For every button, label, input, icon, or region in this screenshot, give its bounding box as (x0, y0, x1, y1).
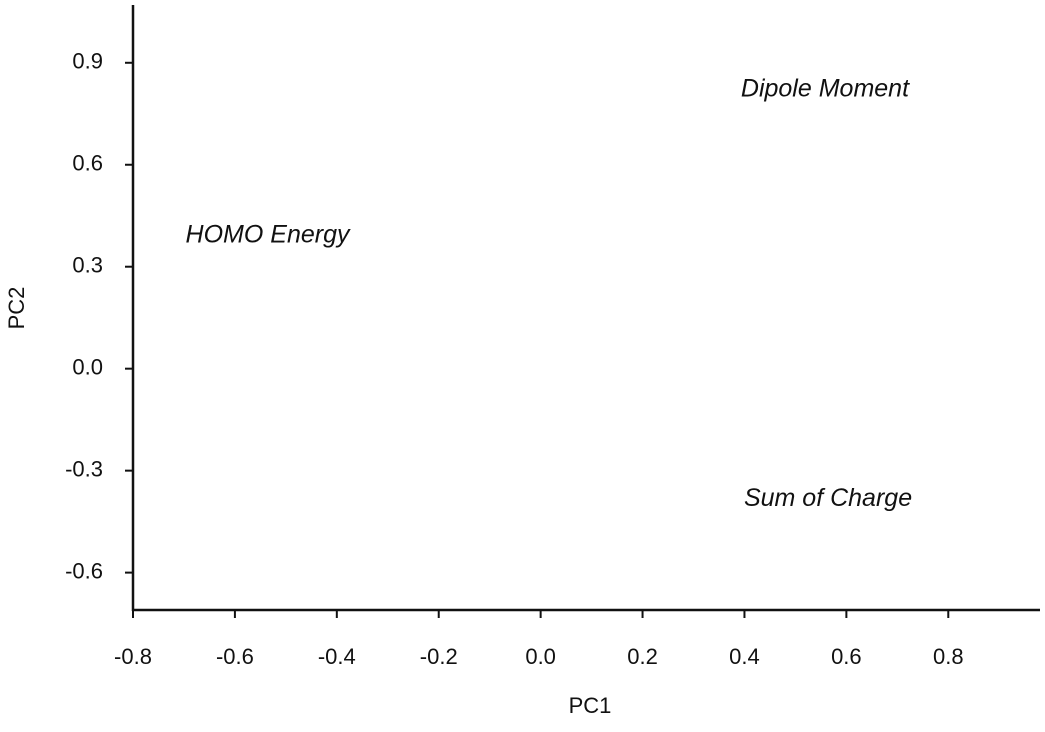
y-tick-label: 0.3 (72, 253, 103, 278)
x-tick-label: -0.2 (420, 644, 458, 669)
y-axis-label: PC2 (4, 287, 29, 330)
point-label: Sum of Charge (744, 484, 912, 512)
x-tick-label: -0.6 (216, 644, 254, 669)
x-tick-label: 0.4 (729, 644, 760, 669)
x-tick-label: -0.4 (318, 644, 356, 669)
x-tick-label: 0.6 (831, 644, 862, 669)
point-label: Dipole Moment (741, 75, 910, 103)
y-tick-label: 0.0 (72, 354, 103, 379)
x-tick-label: 0.2 (627, 644, 658, 669)
x-tick-label: 0.0 (525, 644, 556, 669)
y-tick-label: 0.9 (72, 49, 103, 74)
point-label: HOMO Energy (186, 221, 351, 249)
x-axis-label: PC1 (569, 693, 612, 718)
y-tick-label: 0.6 (72, 151, 103, 176)
x-tick-label: -0.8 (114, 644, 152, 669)
y-tick-label: -0.6 (65, 558, 103, 583)
y-tick-label: -0.3 (65, 456, 103, 481)
x-tick-label: 0.8 (933, 644, 964, 669)
